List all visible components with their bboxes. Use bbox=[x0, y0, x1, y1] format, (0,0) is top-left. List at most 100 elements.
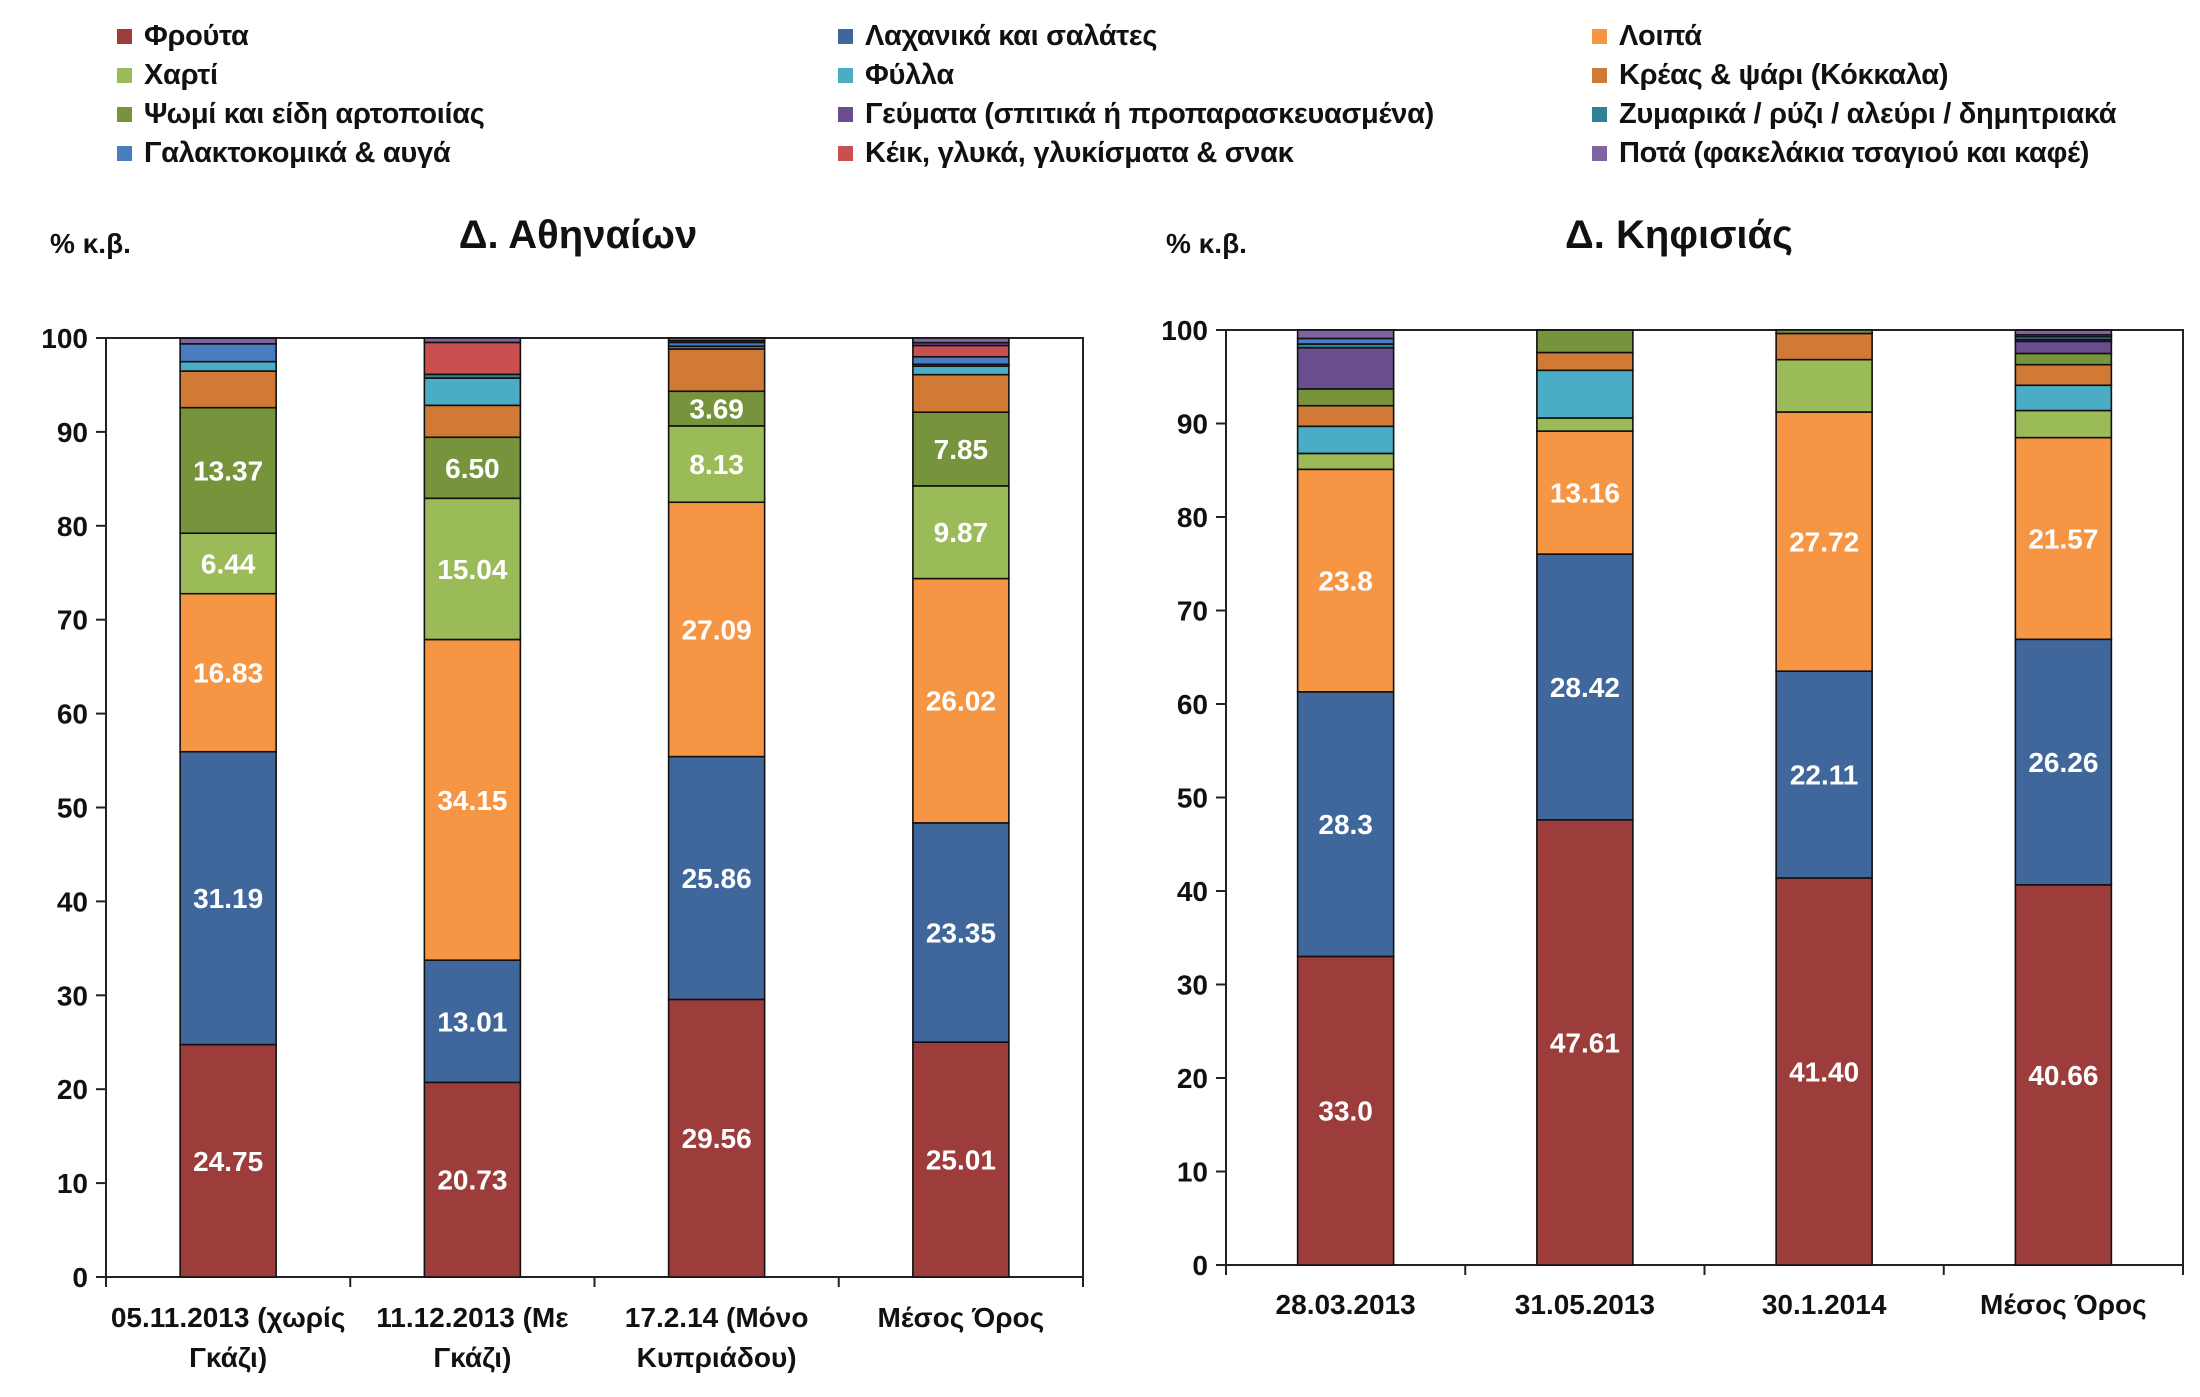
y-tick-label: 70 bbox=[57, 605, 88, 636]
x-tick-label: 05.11.2013 (χωρίς bbox=[111, 1302, 346, 1333]
data-label: 34.15 bbox=[437, 785, 507, 816]
legend-swatch bbox=[838, 67, 853, 83]
y-tick-label: 40 bbox=[1177, 876, 1208, 907]
data-label: 9.87 bbox=[934, 517, 989, 548]
y-axis-unit: % κ.β. bbox=[1166, 228, 1247, 259]
y-tick-label: 70 bbox=[1177, 596, 1208, 627]
bar-segment bbox=[667, 425, 766, 504]
bar-segment bbox=[1296, 452, 1395, 471]
legend-label: Γεύματα (σπιτικά ή προπαρασκευασμένα) bbox=[865, 97, 1434, 130]
bar-segment bbox=[2014, 638, 2113, 886]
data-label: 41.40 bbox=[1789, 1056, 1859, 1087]
data-label: 47.61 bbox=[1550, 1027, 1620, 1058]
y-tick-label: 30 bbox=[57, 980, 88, 1011]
y-tick-label: 80 bbox=[57, 511, 88, 542]
bar-segment bbox=[1296, 955, 1395, 1266]
legend-swatch bbox=[1592, 28, 1607, 44]
legend-item: Γαλακτοκομικά & αυγά bbox=[117, 136, 451, 170]
bar-segment bbox=[423, 1081, 522, 1278]
bar-segment bbox=[423, 341, 522, 376]
bar-segment bbox=[912, 344, 1010, 358]
y-tick-label: 100 bbox=[1161, 315, 1208, 346]
legend-item: Ζυμαρικά / ρύζι / αλεύρι / δημητριακά bbox=[1592, 97, 2117, 131]
data-label: 28.42 bbox=[1550, 672, 1620, 703]
bar-segment bbox=[2014, 340, 2113, 355]
bar-segment bbox=[179, 532, 277, 595]
bar-segment bbox=[1536, 819, 1634, 1266]
bar-segment bbox=[1296, 388, 1395, 407]
legend-swatch bbox=[117, 145, 132, 161]
chart-title: Δ. Αθηναίων bbox=[459, 213, 697, 257]
chart-1: Δ. Αθηναίων % κ.β. 0 10 20 30 40 50 60 70 80 90 100 2… bbox=[41, 213, 1084, 1373]
data-label: 6.44 bbox=[201, 548, 256, 579]
x-tick-label: Μέσος Όρος bbox=[878, 1302, 1045, 1333]
legend: Φρούτα Λαχανικά και σαλάτες Λοιπά Χαρτί Φύλλ… bbox=[0, 0, 2200, 200]
data-label: 26.02 bbox=[926, 686, 996, 717]
bar-segment bbox=[912, 411, 1010, 487]
data-label: 27.72 bbox=[1789, 527, 1859, 558]
y-tick-label: 0 bbox=[72, 1262, 88, 1293]
legend-swatch bbox=[1592, 106, 1607, 122]
legend-item: Χαρτί bbox=[117, 58, 218, 92]
data-label: 6.50 bbox=[445, 453, 500, 484]
y-tick-label: 10 bbox=[57, 1168, 88, 1199]
bar-segment bbox=[1775, 670, 1873, 879]
bar-segment bbox=[1536, 369, 1634, 419]
bar-segment bbox=[1775, 329, 1873, 335]
bar-segment bbox=[912, 355, 1010, 366]
legend-swatch bbox=[838, 28, 853, 44]
bar-segment bbox=[423, 638, 522, 961]
x-tick-label: 17.2.14 (Μόνο bbox=[625, 1302, 809, 1333]
y-tick-label: 40 bbox=[57, 886, 88, 917]
legend-item: Λαχανικά και σαλάτες bbox=[838, 19, 1157, 53]
bar-segment bbox=[2014, 409, 2113, 439]
y-tick-label: 80 bbox=[1177, 502, 1208, 533]
y-tick-label: 60 bbox=[1177, 689, 1208, 720]
y-tick-label: 90 bbox=[1177, 409, 1208, 440]
legend-item: Κέικ, γλυκά, γλυκίσματα & σνακ bbox=[838, 136, 1294, 170]
bar-segment bbox=[179, 592, 277, 753]
data-label: 25.01 bbox=[926, 1145, 996, 1176]
bar-segment bbox=[2014, 436, 2113, 641]
data-label: 22.11 bbox=[1790, 760, 1859, 791]
bar-segment bbox=[2014, 329, 2113, 336]
data-label: 40.66 bbox=[2028, 1060, 2098, 1091]
x-tick-label: 28.03.2013 bbox=[1276, 1289, 1416, 1320]
data-label: 29.56 bbox=[682, 1123, 752, 1154]
data-label: 23.35 bbox=[926, 918, 996, 949]
bar-segment bbox=[667, 998, 766, 1278]
x-tick-label: Κυπριάδου) bbox=[637, 1342, 797, 1373]
data-label: 28.3 bbox=[1318, 809, 1373, 840]
bar-segment bbox=[1296, 404, 1395, 428]
bar-segment bbox=[423, 377, 522, 407]
bar-segment bbox=[912, 373, 1010, 413]
bar-segment bbox=[1536, 329, 1634, 354]
legend-label: Ζυμαρικά / ρύζι / αλεύρι / δημητριακά bbox=[1619, 97, 2117, 130]
bar-segment bbox=[912, 365, 1010, 376]
legend-item: Λοιπά bbox=[1592, 19, 1702, 53]
y-axis-unit: % κ.β. bbox=[50, 228, 131, 259]
legend-label: Γαλακτοκομικά & αυγά bbox=[144, 136, 451, 169]
data-label: 27.09 bbox=[682, 614, 752, 645]
legend-swatch bbox=[1592, 67, 1607, 83]
data-label: 23.8 bbox=[1318, 566, 1373, 597]
bar-segment bbox=[179, 750, 277, 1046]
legend-swatch bbox=[838, 145, 853, 161]
legend-item: Γεύματα (σπιτικά ή προπαρασκευασμένα) bbox=[838, 97, 1434, 131]
x-tick-label: 11.12.2013 (Με bbox=[376, 1302, 568, 1333]
y-tick-label: 50 bbox=[1177, 783, 1208, 814]
bar-segment bbox=[1536, 553, 1634, 821]
y-tick-label: 20 bbox=[57, 1074, 88, 1105]
bar-segment bbox=[1775, 358, 1873, 413]
y-tick-label: 10 bbox=[1177, 1157, 1208, 1188]
bar-segment bbox=[179, 370, 277, 409]
bar-segment bbox=[1536, 351, 1634, 372]
legend-label: Κρέας & ψάρι (Κόκκαλα) bbox=[1619, 58, 1949, 91]
bar-segment bbox=[179, 360, 277, 372]
bar-segment bbox=[179, 337, 277, 345]
legend-item: Φύλλα bbox=[838, 58, 954, 92]
bar-segment bbox=[1775, 411, 1873, 672]
legend-label: Κέικ, γλυκά, γλυκίσματα & σνακ bbox=[865, 136, 1294, 169]
legend-label: Λοιπά bbox=[1619, 19, 1702, 52]
bar-segment bbox=[912, 337, 1010, 344]
